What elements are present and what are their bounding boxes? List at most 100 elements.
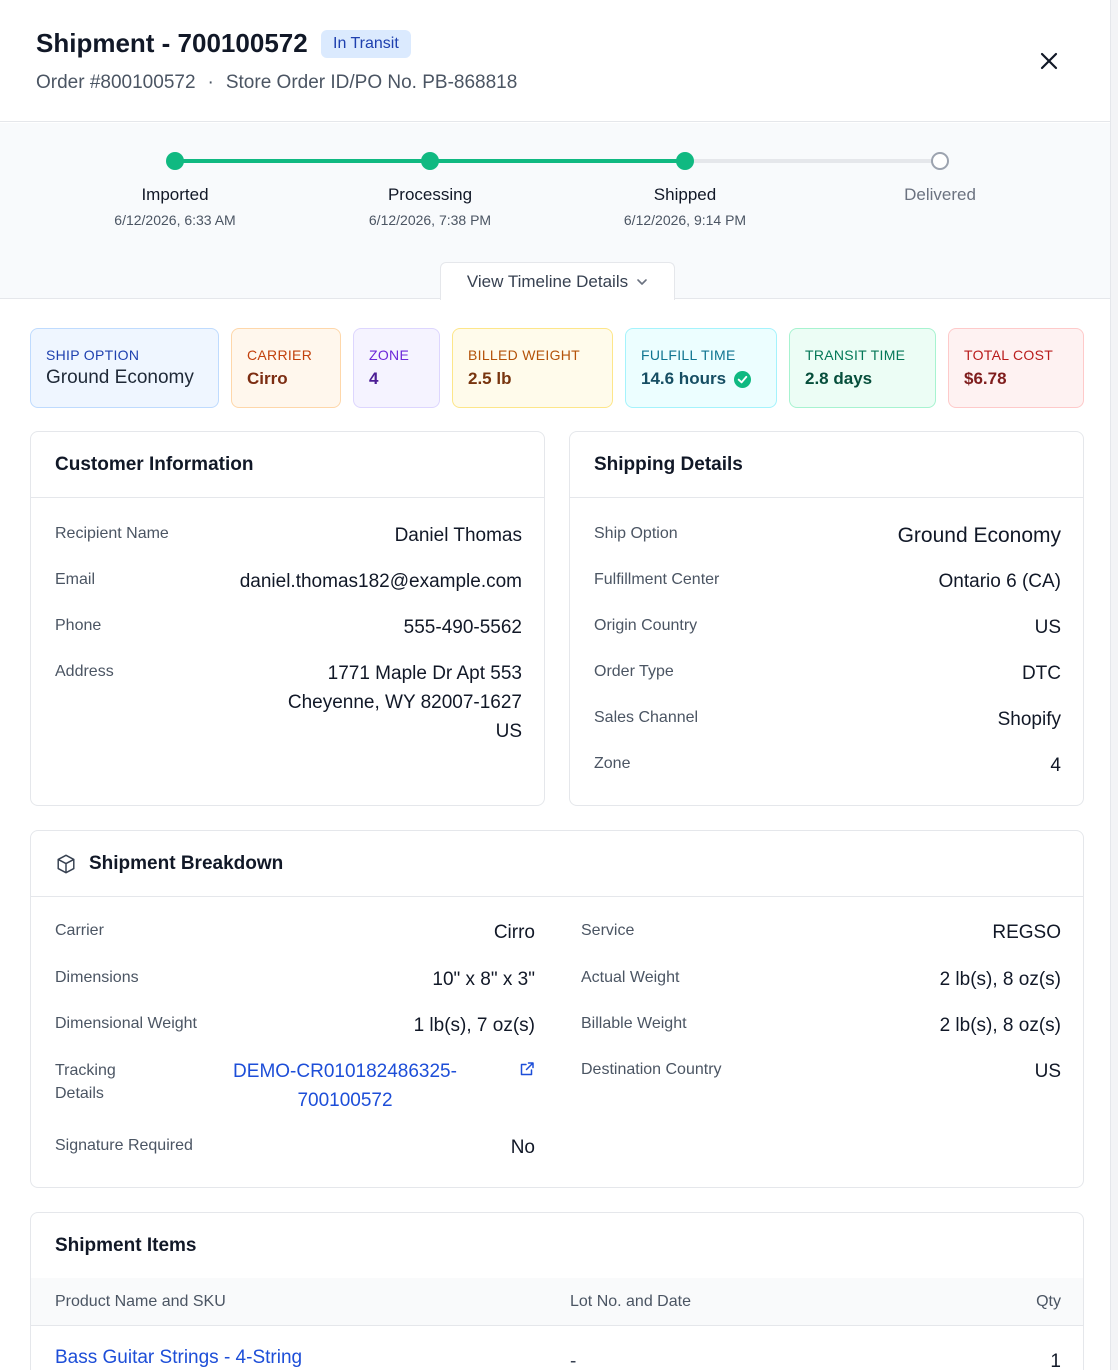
timeline-segment-1	[175, 159, 430, 163]
timeline-label: Shipped	[653, 185, 717, 204]
detail-row: Carrier Cirro	[55, 922, 535, 947]
table-row: Bass Guitar Strings - 4-String - 1	[31, 1327, 1083, 1370]
timeline-label: Delivered	[904, 185, 976, 204]
page-title: Shipment - 700100572	[36, 28, 308, 58]
package-icon	[57, 854, 75, 873]
metric-carrier: CARRIER Cirro	[231, 328, 341, 408]
detail-row: Fulfillment Center Ontario 6 (CA)	[594, 571, 1061, 596]
detail-row: Tracking Details DEMO-CR010182486325- 70…	[55, 1059, 535, 1111]
recipient-label: Recipient Name	[55, 525, 169, 542]
shipment-items-card: Shipment Items Product Name and SKU Lot …	[30, 1212, 1084, 1370]
tracking-label: Tracking Details	[55, 1059, 116, 1105]
detail-row: Destination Country US	[581, 1061, 1061, 1086]
timeline-node-processing	[421, 152, 439, 170]
tracking-link[interactable]: DEMO-CR010182486325- 700100572	[205, 1057, 485, 1115]
metric-label: BILLED WEIGHT	[468, 347, 581, 363]
metric-value: 2.8 days	[805, 369, 921, 389]
service-label: Service	[581, 922, 635, 939]
metric-label: ZONE	[369, 347, 410, 363]
metric-value-text: Ground Economy	[46, 367, 194, 388]
email-value: daniel.thomas182@example.com	[239, 571, 522, 592]
origin-country-label: Origin Country	[594, 617, 698, 634]
metric-label: CARRIER	[247, 347, 313, 363]
detail-row: Zone 4	[594, 755, 1061, 780]
metric-label: FULFILL TIME	[641, 347, 736, 363]
detail-row: Billable Weight 2 lb(s), 8 oz(s)	[581, 1015, 1061, 1040]
metric-value-text: 2.8 days	[805, 369, 873, 388]
card-title: Customer Information	[31, 432, 544, 498]
metric-value-text: 4	[369, 369, 379, 388]
recipient-name: Daniel Thomas	[394, 525, 522, 546]
destination-country-label: Destination Country	[581, 1061, 722, 1078]
detail-row: Recipient Name Daniel Thomas	[55, 525, 522, 550]
timeline-segment-3	[685, 159, 940, 163]
card-title: Shipping Details	[570, 432, 1083, 498]
scrollbar[interactable]	[1110, 0, 1118, 1370]
signature-label: Signature Required	[55, 1137, 193, 1154]
column-header: Product Name and SKU	[55, 1293, 226, 1310]
qty-value: 1	[1050, 1351, 1061, 1370]
metric-label: TOTAL COST	[964, 347, 1054, 363]
metric-value: 2.5 lb	[468, 369, 598, 389]
order-number: Order #800100572	[36, 72, 196, 93]
actual-weight-value: 2 lb(s), 8 oz(s)	[939, 969, 1061, 990]
address-value: 1771 Maple Dr Apt 553 Cheyenne, WY 82007…	[288, 659, 522, 746]
origin-country-value: US	[1034, 617, 1061, 638]
metric-value-text: 2.5 lb	[468, 369, 512, 388]
phone-value: 555-490-5562	[403, 617, 522, 638]
tracking-label-line: Details	[55, 1085, 104, 1102]
order-type-value: DTC	[1021, 663, 1061, 684]
product-link[interactable]: Bass Guitar Strings - 4-String	[55, 1347, 303, 1368]
billable-weight-label: Billable Weight	[581, 1015, 687, 1032]
address-label: Address	[55, 663, 114, 680]
separator-dot: ·	[207, 72, 214, 93]
detail-row: Ship Option Ground Economy	[594, 524, 1061, 550]
column-header: Qty	[1036, 1293, 1061, 1310]
metric-total-cost: TOTAL COST $6.78	[948, 328, 1084, 408]
dimensions-value: 10" x 8" x 3"	[432, 969, 535, 990]
ship-option-label: Ship Option	[594, 525, 678, 542]
chevron-down-icon	[637, 278, 647, 285]
metric-label: TRANSIT TIME	[805, 347, 906, 363]
metric-fulfill-time: FULFILL TIME 14.6 hours	[625, 328, 777, 408]
close-button[interactable]	[1036, 48, 1062, 74]
email-label: Email	[55, 571, 96, 588]
phone-label: Phone	[55, 617, 102, 634]
metric-billed-weight: BILLED WEIGHT 2.5 lb	[452, 328, 613, 408]
address-line: Cheyenne, WY 82007-1627	[287, 692, 522, 713]
zone-value: 4	[1050, 755, 1061, 776]
dim-weight-value: 1 lb(s), 7 oz(s)	[413, 1015, 535, 1036]
fulfillment-center-label: Fulfillment Center	[594, 571, 720, 588]
shipping-details-card: Shipping Details Ship Option Ground Econ…	[569, 431, 1084, 806]
metric-value: Ground Economy	[46, 367, 204, 389]
tracking-label-line: Tracking	[55, 1062, 116, 1079]
timeline-date: 6/12/2026, 6:33 AM	[114, 212, 236, 228]
modal-header: Shipment - 700100572 In Transit Order #8…	[0, 0, 1118, 122]
ship-option-value: Ground Economy	[897, 524, 1061, 547]
status-timeline: Imported Processing Shipped Delivered 6/…	[0, 123, 1110, 300]
timeline-date: 6/12/2026, 7:38 PM	[368, 212, 492, 228]
table-header: Product Name and SKU Lot No. and Date Qt…	[31, 1278, 1083, 1326]
sales-channel-label: Sales Channel	[594, 709, 699, 726]
timeline-segment-2	[430, 159, 685, 163]
shipment-breakdown-card: Shipment Breakdown Carrier Cirro Dimensi…	[30, 830, 1084, 1188]
service-value: REGSO	[992, 922, 1061, 943]
metric-ship-option: SHIP OPTION Ground Economy	[30, 328, 219, 408]
metric-value-text: $6.78	[964, 369, 1007, 388]
address-line: 1771 Maple Dr Apt 553	[327, 663, 522, 684]
store-order-id: Store Order ID/PO No. PB-868818	[225, 72, 518, 93]
metric-transit-time: TRANSIT TIME 2.8 days	[789, 328, 936, 408]
metric-value: 4	[369, 369, 425, 389]
zone-label: Zone	[594, 755, 631, 772]
check-circle-icon	[734, 370, 752, 388]
external-link-icon[interactable]	[519, 1061, 535, 1077]
detail-row: Service REGSO	[581, 922, 1061, 947]
detail-row: Sales Channel Shopify	[594, 709, 1061, 734]
card-title: Shipment Items	[31, 1213, 1083, 1279]
metric-value: 14.6 hours	[641, 369, 762, 389]
sales-channel-value: Shopify	[997, 709, 1061, 730]
actual-weight-label: Actual Weight	[581, 969, 680, 986]
view-timeline-details-button[interactable]: View Timeline Details	[440, 262, 675, 300]
metric-value: $6.78	[964, 369, 1069, 389]
close-icon	[1040, 52, 1058, 70]
